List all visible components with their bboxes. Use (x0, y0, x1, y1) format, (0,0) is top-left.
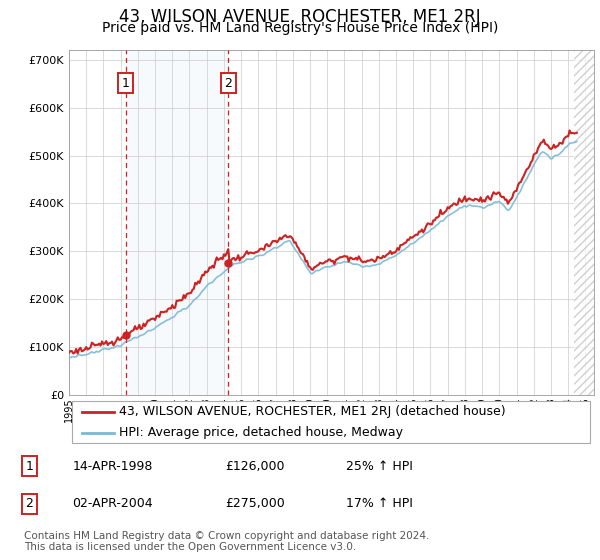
Text: 14-APR-1998: 14-APR-1998 (73, 460, 153, 473)
Bar (125, 50, 228, 395)
FancyBboxPatch shape (71, 401, 590, 444)
Bar (574, 50, 594, 395)
Text: 2: 2 (224, 77, 232, 90)
Text: Price paid vs. HM Land Registry's House Price Index (HPI): Price paid vs. HM Land Registry's House … (102, 21, 498, 35)
Text: 2: 2 (25, 497, 33, 511)
Text: 25% ↑ HPI: 25% ↑ HPI (346, 460, 413, 473)
Text: HPI: Average price, detached house, Medway: HPI: Average price, detached house, Medw… (119, 426, 403, 439)
Text: 43, WILSON AVENUE, ROCHESTER, ME1 2RJ: 43, WILSON AVENUE, ROCHESTER, ME1 2RJ (119, 8, 481, 26)
Text: £275,000: £275,000 (225, 497, 285, 511)
Text: £126,000: £126,000 (225, 460, 284, 473)
Text: 02-APR-2004: 02-APR-2004 (73, 497, 153, 511)
Text: 1: 1 (122, 77, 130, 90)
Text: 1: 1 (25, 460, 33, 473)
Text: Contains HM Land Registry data © Crown copyright and database right 2024.
This d: Contains HM Land Registry data © Crown c… (24, 531, 430, 553)
Text: 17% ↑ HPI: 17% ↑ HPI (346, 497, 413, 511)
Bar (574, 50, 594, 395)
Text: 43, WILSON AVENUE, ROCHESTER, ME1 2RJ (detached house): 43, WILSON AVENUE, ROCHESTER, ME1 2RJ (d… (119, 405, 505, 418)
